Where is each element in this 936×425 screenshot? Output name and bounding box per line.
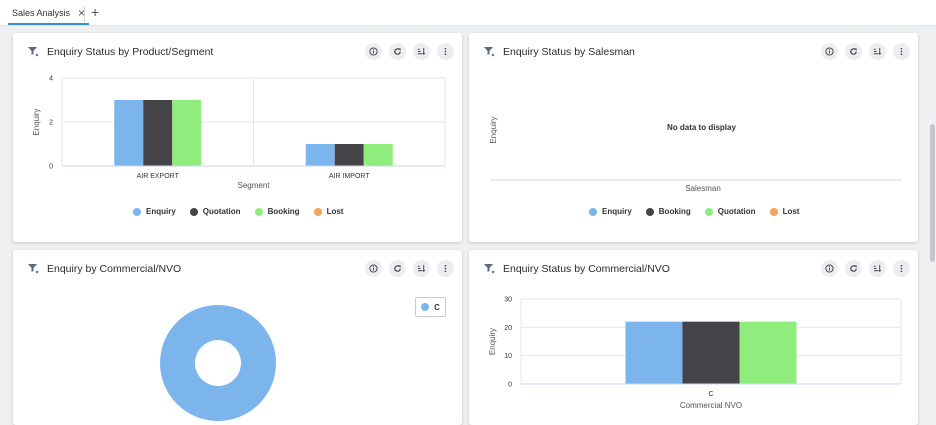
legend-item-lost[interactable]: Lost [314, 207, 344, 216]
legend-marker [705, 208, 713, 216]
tab-divider [84, 6, 85, 22]
x-tick-label: C [708, 391, 713, 398]
legend-label: C [434, 303, 440, 312]
bar-enquiry[interactable] [626, 322, 683, 384]
chart-legend: Enquiry Booking Quotation Lost [589, 207, 799, 216]
legend-item-quotation[interactable]: Quotation [705, 207, 756, 216]
tab-sales-analysis[interactable]: Sales Analysis × [8, 5, 89, 25]
legend-label: Quotation [203, 207, 241, 216]
legend-label: Quotation [718, 207, 756, 216]
legend-item-enquiry[interactable]: Enquiry [589, 207, 632, 216]
legend-item-lost[interactable]: Lost [770, 207, 800, 216]
legend-marker [589, 208, 597, 216]
y-tick-label: 4 [49, 76, 53, 83]
bar-booking[interactable] [172, 100, 201, 166]
legend-item-quotation[interactable]: Quotation [190, 207, 241, 216]
y-axis-title: Enquiry [488, 328, 497, 355]
legend-marker [255, 208, 263, 216]
page-scrollbar[interactable] [928, 26, 936, 420]
x-axis-title: Segment [237, 181, 270, 190]
scrollbar-thumb[interactable] [930, 124, 935, 262]
tab-label: Sales Analysis [12, 8, 70, 18]
card-enquiry-status-by-commercial-nvo: Enquiry Status by Commercial/NVO 0 10 20 30… [469, 250, 918, 425]
bar-enquiry[interactable] [306, 144, 335, 166]
pie-legend[interactable]: C [415, 297, 446, 317]
legend-item-booking[interactable]: Booking [255, 207, 300, 216]
bar-chart: 0 10 20 30 C Commercial NVO Enquiry [469, 250, 918, 425]
legend-marker [133, 208, 141, 216]
donut-chart [13, 250, 462, 425]
y-tick-label: 10 [504, 353, 512, 360]
legend-label: Lost [783, 207, 800, 216]
bar-quotation[interactable] [335, 144, 364, 166]
tab-bar: Sales Analysis × + [0, 0, 936, 26]
legend-item-booking[interactable]: Booking [646, 207, 691, 216]
y-tick-label: 0 [49, 164, 53, 171]
legend-label: Enquiry [602, 207, 632, 216]
y-tick-label: 30 [504, 297, 512, 304]
legend-label: Booking [268, 207, 300, 216]
bar-booking[interactable] [364, 144, 393, 166]
pie-slice[interactable] [160, 305, 276, 421]
legend-marker [421, 303, 429, 311]
y-tick-label: 2 [49, 120, 53, 127]
bar-quotation[interactable] [683, 322, 740, 384]
bar-quotation[interactable] [143, 100, 172, 166]
legend-label: Lost [327, 207, 344, 216]
bar-booking[interactable] [740, 322, 797, 384]
card-enquiry-status-by-salesman: Enquiry Status by Salesman Salesman Enqu… [469, 33, 918, 242]
y-tick-label: 0 [508, 382, 512, 389]
x-tick-label: AIR EXPORT [137, 173, 180, 180]
y-axis-title: Enquiry [489, 116, 498, 143]
legend-marker [314, 208, 322, 216]
legend-label: Booking [659, 207, 691, 216]
legend-marker [646, 208, 654, 216]
x-axis-title: Commercial NVO [680, 401, 742, 410]
no-data-message: No data to display [667, 123, 736, 132]
chart-legend: Enquiry Quotation Booking Lost [133, 207, 343, 216]
legend-marker [190, 208, 198, 216]
bar-enquiry[interactable] [114, 100, 143, 166]
x-axis-title: Salesman [685, 184, 721, 193]
y-axis-title: Enquiry [32, 108, 41, 135]
legend-marker [770, 208, 778, 216]
legend-item-enquiry[interactable]: Enquiry [133, 207, 176, 216]
x-tick-label: AIR IMPORT [329, 173, 370, 180]
legend-label: Enquiry [146, 207, 176, 216]
card-enquiry-by-commercial-nvo: Enquiry by Commercial/NVO C [13, 250, 462, 425]
card-enquiry-status-by-segment: Enquiry Status by Product/Segment 0 2 4 AIR… [13, 33, 462, 242]
y-tick-label: 20 [504, 325, 512, 332]
add-tab-icon[interactable]: + [91, 4, 99, 20]
